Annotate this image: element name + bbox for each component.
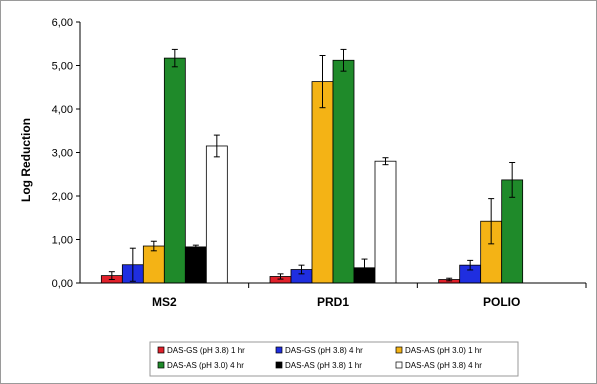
error-bar — [509, 162, 516, 198]
y-tick-label: 2,00 — [52, 191, 73, 203]
y-axis-label: Log Reduction — [19, 118, 33, 202]
error-bar — [361, 258, 368, 277]
bar — [374, 160, 397, 284]
bar — [163, 57, 186, 284]
category-label: MS2 — [152, 295, 177, 309]
legend-item: DAS-GS (pH 3.8) 1 hr — [157, 346, 245, 355]
legend-item: DAS-AS (pH 3.8) 4 hr — [395, 361, 482, 370]
bar — [332, 59, 355, 284]
legend-label: DAS-AS (pH 3.0) 4 hr — [167, 361, 244, 370]
error-bar — [298, 264, 305, 275]
legend-swatch — [157, 361, 165, 369]
error-bars — [108, 48, 516, 282]
error-bar — [467, 259, 474, 271]
error-bar — [340, 48, 347, 72]
error-bar — [277, 273, 284, 280]
legend-label: DAS-GS (pH 3.8) 4 hr — [285, 346, 363, 355]
y-tick-label: 6,00 — [52, 17, 73, 29]
legend-swatch — [157, 346, 165, 354]
error-bar — [319, 54, 326, 109]
error-bar — [488, 198, 495, 245]
bar — [142, 245, 165, 284]
error-bar — [382, 157, 389, 166]
legend-label: DAS-AS (pH 3.8) 4 hr — [405, 361, 482, 370]
legend-label: DAS-AS (pH 3.8) 1 hr — [285, 361, 362, 370]
y-tick-labels: 0,00 1,00 2,00 3,00 4,00 5,00 6,00 — [52, 17, 80, 290]
error-bar — [129, 247, 136, 282]
category-labels: MS2 PRD1 POLIO — [152, 283, 587, 309]
bars — [100, 57, 524, 284]
bar — [205, 145, 228, 284]
legend-swatch — [275, 361, 283, 369]
bar — [311, 81, 334, 284]
legend-swatch — [395, 346, 403, 354]
y-tick-label: 0,00 — [52, 278, 73, 290]
error-bar — [446, 277, 453, 282]
error-bar — [171, 48, 178, 68]
legend-item: DAS-GS (pH 3.8) 4 hr — [275, 346, 363, 355]
legend-swatch — [275, 346, 283, 354]
error-bar — [213, 134, 220, 158]
legend: DAS-GS (pH 3.8) 1 hr DAS-GS (pH 3.8) 4 hr… — [149, 341, 519, 377]
legend-swatch — [395, 361, 403, 369]
category-label: POLIO — [483, 295, 520, 309]
y-tick-label: 1,00 — [52, 235, 73, 247]
legend-label: DAS-AS (pH 3.0) 1 hr — [405, 346, 482, 355]
error-bar — [150, 240, 157, 252]
legend-item: DAS-AS (pH 3.8) 1 hr — [275, 361, 362, 370]
bar — [184, 246, 207, 284]
error-bar — [192, 244, 199, 250]
y-tick-label: 3,00 — [52, 148, 73, 160]
y-tick-label: 4,00 — [52, 104, 73, 116]
category-label: PRD1 — [317, 295, 349, 309]
legend-item: DAS-AS (pH 3.0) 1 hr — [395, 346, 482, 355]
error-bar — [108, 271, 115, 281]
legend-item: DAS-AS (pH 3.0) 4 hr — [157, 361, 244, 370]
legend-box — [149, 341, 519, 377]
legend-label: DAS-GS (pH 3.8) 1 hr — [167, 346, 245, 355]
y-tick-label: 5,00 — [52, 61, 73, 73]
